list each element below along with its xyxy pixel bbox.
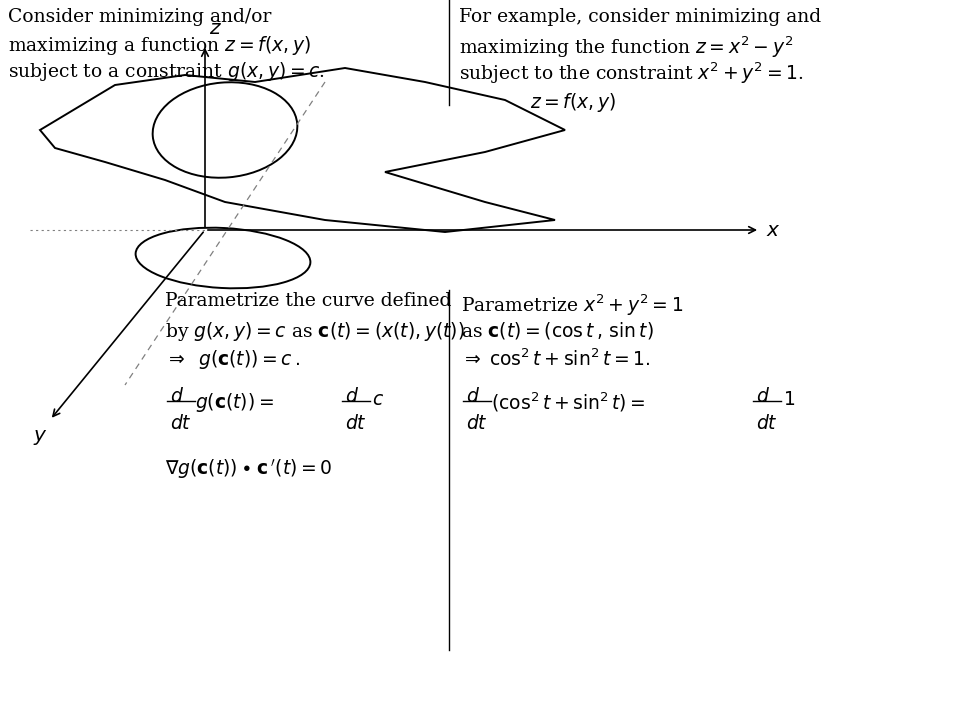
Text: $1$: $1$ <box>783 391 796 409</box>
Text: $dt$: $dt$ <box>345 414 367 433</box>
Text: $g(\mathbf{c}(t)) =$: $g(\mathbf{c}(t)) =$ <box>195 391 274 414</box>
Text: $\nabla g(\mathbf{c}(t))\bullet\mathbf{c}\,^{\prime}(t) = 0$: $\nabla g(\mathbf{c}(t))\bullet\mathbf{c… <box>165 457 332 481</box>
Text: $c$: $c$ <box>372 391 384 409</box>
Text: maximizing the function $z = x^2 - y^2$: maximizing the function $z = x^2 - y^2$ <box>459 34 794 60</box>
Text: $y$: $y$ <box>33 428 47 447</box>
Text: $d$: $d$ <box>345 387 359 406</box>
Text: by $g(x,y) = c$ as $\mathbf{c}(t) = (x(t),y(t))$: by $g(x,y) = c$ as $\mathbf{c}(t) = (x(t… <box>165 320 465 343</box>
Text: $x$: $x$ <box>766 220 780 240</box>
Text: Parametrize the curve defined: Parametrize the curve defined <box>165 292 451 310</box>
Text: $\Rightarrow\;\; g(\mathbf{c}(t)) = c\,.$: $\Rightarrow\;\; g(\mathbf{c}(t)) = c\,.… <box>165 348 300 371</box>
Text: maximizing a function $z = f(x,y)$: maximizing a function $z = f(x,y)$ <box>8 34 311 57</box>
Text: $z$: $z$ <box>209 19 222 38</box>
Text: subject to a constraint $g(x,y) = c$.: subject to a constraint $g(x,y) = c$. <box>8 60 325 83</box>
Text: $\Rightarrow\;\cos^2 t + \sin^2 t = 1.$: $\Rightarrow\;\cos^2 t + \sin^2 t = 1.$ <box>462 348 651 369</box>
Text: $z = f(x,y)$: $z = f(x,y)$ <box>530 91 616 114</box>
Text: $dt$: $dt$ <box>170 414 192 433</box>
Text: Parametrize $x^2 + y^2 = 1$: Parametrize $x^2 + y^2 = 1$ <box>462 292 684 318</box>
Text: $d$: $d$ <box>170 387 184 406</box>
Text: $d$: $d$ <box>756 387 770 406</box>
Text: as $\mathbf{c}(t) = (\cos t\,,\,\sin t)$: as $\mathbf{c}(t) = (\cos t\,,\,\sin t)$ <box>462 320 654 341</box>
Text: subject to the constraint $x^2 + y^2 = 1$.: subject to the constraint $x^2 + y^2 = 1… <box>459 60 804 86</box>
Text: $(\cos^2 t + \sin^2 t) =$: $(\cos^2 t + \sin^2 t) =$ <box>492 391 646 415</box>
Text: $dt$: $dt$ <box>756 414 779 433</box>
Text: For example, consider minimizing and: For example, consider minimizing and <box>459 8 822 26</box>
Text: $dt$: $dt$ <box>467 414 488 433</box>
Text: $d$: $d$ <box>467 387 480 406</box>
Text: Consider minimizing and/or: Consider minimizing and/or <box>8 8 272 26</box>
